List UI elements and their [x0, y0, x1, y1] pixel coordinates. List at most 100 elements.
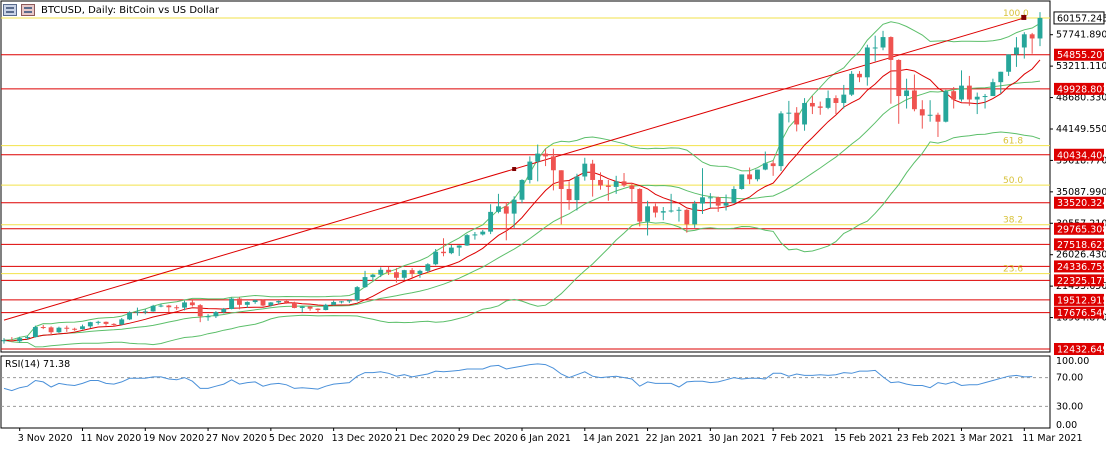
candle-body — [872, 47, 878, 49]
candle — [315, 308, 321, 314]
candle — [1029, 32, 1035, 54]
chart-grid-icon[interactable] — [3, 4, 17, 16]
date-label-13: 15 Feb 2021 — [834, 433, 893, 444]
candle-body — [40, 327, 46, 329]
candle — [174, 305, 180, 311]
date-label-1: 11 Nov 2020 — [80, 433, 141, 444]
price-tick-label-8: 21495.650 — [1056, 281, 1106, 292]
level-label-5: 27518.623 — [1057, 240, 1106, 251]
candle — [488, 204, 494, 235]
candle-body — [9, 340, 15, 342]
price-tick-label-7: 26026.430 — [1056, 250, 1106, 261]
level-label-box-3 — [1054, 196, 1104, 209]
candle — [652, 203, 658, 218]
date-label-10: 22 Jan 2021 — [646, 433, 703, 444]
date-label-9: 14 Jan 2021 — [583, 433, 640, 444]
candle-body — [786, 112, 792, 114]
candle — [794, 107, 800, 132]
rsi-pane: RSI(14) 71.38 100.00 70.00 30.00 0.00 — [1, 356, 1089, 431]
trendline-handle — [512, 167, 517, 172]
candle-body — [315, 308, 321, 311]
candle-body — [778, 113, 784, 167]
chart-header: BTCUSD, Daily: BitCoin vs US Dollar — [3, 3, 219, 17]
candle — [841, 84, 847, 109]
candle — [134, 307, 140, 316]
candle — [817, 101, 823, 115]
candle — [307, 306, 313, 311]
candle-body — [911, 90, 917, 110]
candle-body — [660, 211, 666, 213]
candle — [966, 75, 972, 106]
candle — [417, 269, 423, 278]
rsi-line — [3, 363, 1033, 392]
candle — [998, 71, 1004, 94]
candle — [637, 188, 643, 227]
candle — [543, 148, 548, 167]
candle-body — [456, 245, 462, 248]
candle — [558, 170, 564, 225]
chart-title: BTCUSD, Daily: BitCoin vs US Dollar — [41, 4, 219, 16]
candle-body — [150, 305, 156, 312]
price-tick-label-0: 57741.890 — [1056, 30, 1106, 41]
candle-body — [794, 112, 800, 125]
candle-body — [409, 270, 415, 274]
candle — [339, 301, 344, 304]
candle-body — [174, 307, 180, 309]
candle — [739, 174, 745, 190]
candle — [786, 100, 792, 123]
candle — [676, 207, 682, 222]
fibonacci-levels: 100.0 61.8 50.0 38.2 23.6 — [1, 9, 1050, 275]
candle-body — [401, 270, 407, 278]
candle — [205, 314, 211, 321]
candle — [362, 270, 368, 288]
date-label-2: 19 Nov 2020 — [143, 433, 204, 444]
chart-window-icon[interactable] — [21, 4, 35, 16]
candle — [1014, 37, 1019, 67]
candle-body — [833, 98, 839, 103]
candle-body — [998, 71, 1004, 83]
price-tick-label-2: 48680.330 — [1056, 93, 1106, 104]
candle — [1, 338, 7, 344]
candle — [598, 172, 603, 190]
candle — [1006, 54, 1012, 76]
candle-body — [817, 106, 823, 108]
candle-body — [95, 321, 101, 323]
date-label-16: 11 Mar 2021 — [1022, 433, 1082, 444]
candle — [1037, 12, 1043, 47]
candle — [32, 325, 38, 338]
candle-body — [158, 305, 164, 307]
candle — [25, 335, 30, 340]
candle — [150, 304, 156, 312]
moving-average — [3, 59, 1041, 342]
candle — [707, 193, 713, 208]
candle — [770, 160, 776, 176]
candle — [613, 175, 619, 194]
candle — [590, 159, 596, 197]
candle — [645, 200, 651, 236]
level-label-1: 49928.803 — [1057, 84, 1106, 95]
candle-body — [535, 153, 541, 162]
candle — [825, 90, 831, 110]
candle-body — [613, 181, 619, 187]
candle-body — [598, 179, 603, 186]
candle-body — [550, 156, 556, 171]
candle-body — [802, 102, 807, 125]
candle-body — [64, 327, 70, 329]
candle-body — [825, 98, 831, 108]
candle — [72, 327, 78, 331]
candle-body — [982, 96, 988, 98]
candle-body — [291, 302, 297, 308]
candle-body — [80, 326, 85, 330]
candle — [629, 182, 635, 204]
candle — [911, 74, 917, 112]
candle-body — [668, 210, 674, 212]
candle — [56, 326, 62, 333]
candle — [849, 71, 855, 97]
candle — [142, 308, 148, 315]
candle-body — [425, 264, 431, 271]
fib-label-0: 100.0 — [1003, 9, 1029, 19]
candle-body — [229, 298, 235, 309]
candle-body — [393, 272, 399, 278]
candle — [574, 173, 580, 211]
